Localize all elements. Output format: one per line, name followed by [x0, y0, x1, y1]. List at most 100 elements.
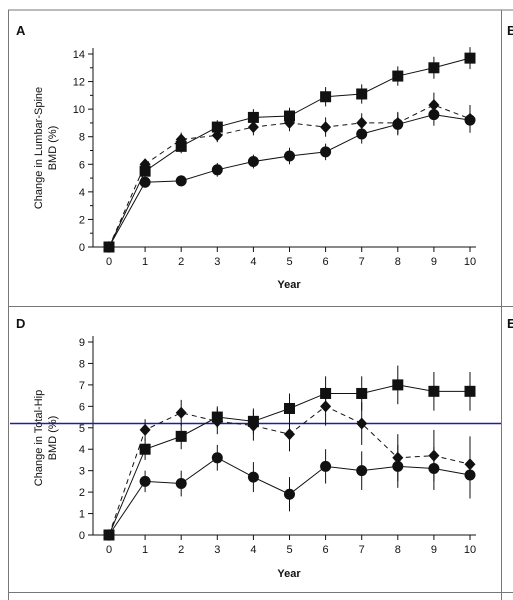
x-tick-label: 4 [250, 544, 256, 556]
x-tick-label: 6 [323, 256, 329, 268]
x-tick-label: 5 [286, 544, 292, 556]
y-tick-label: 8 [79, 358, 85, 370]
marker-circle [211, 452, 223, 464]
marker-circle [175, 478, 187, 490]
x-tick-label: 0 [106, 544, 112, 556]
marker-diamond [320, 121, 332, 134]
panel-a-lumbar-spine: A B Change in Lumbar-Spine BMD (%) 0 2 4 6 8… [16, 23, 513, 291]
marker-circle [356, 465, 368, 477]
y-axis-title-line2: BMD (%) [47, 126, 59, 171]
y-tick-label: 1 [79, 509, 85, 521]
y-axis-title-line1: Change in Total-Hip [33, 390, 45, 486]
y-tick-label: 6 [79, 401, 85, 413]
marker-diamond [139, 158, 151, 171]
marker-circle [247, 471, 259, 483]
marker-diamond [320, 400, 332, 413]
y-tick-label: 3 [79, 466, 85, 478]
marker-square [464, 385, 476, 397]
x-tick-label: 3 [214, 544, 220, 556]
marker-circle [464, 114, 476, 126]
marker-circle [139, 475, 151, 487]
marker-circle [284, 488, 295, 500]
y-tick-label: 4 [79, 187, 85, 199]
marker-square [428, 385, 440, 397]
panel-d-total-hip: D E Change in Total-Hip BMD (%) 0 1 2 3 4 5 6 7… [10, 316, 513, 580]
marker-square [211, 121, 223, 133]
marker-circle [320, 146, 332, 158]
y-tick-label: 12 [73, 77, 85, 89]
x-tick-label: 10 [464, 256, 476, 268]
y-tick-label: 7 [79, 380, 85, 392]
y-tick-label: 2 [79, 214, 85, 226]
marker-circle [139, 176, 151, 188]
marker-square [392, 70, 404, 82]
y-axis-title-line2: BMD (%) [47, 416, 59, 461]
marker-diamond [284, 116, 295, 129]
marker-circle [103, 529, 115, 541]
marker-circle [428, 463, 440, 475]
marker-square [464, 52, 476, 64]
marker-diamond [175, 133, 187, 146]
marker-square [356, 88, 368, 100]
plot-area-d: 0 1 2 3 4 5 6 7 8 9 0 1 2 3 4 5 6 7 8 9 10 [10, 336, 501, 556]
marker-diamond [175, 406, 187, 419]
marker-circle [103, 241, 115, 253]
panel-letter-d: D [16, 316, 25, 331]
y-axis-title-line1: Change in Lumbar-Spine [33, 87, 45, 209]
x-tick-label: 7 [359, 544, 365, 556]
x-tick-label: 8 [395, 544, 401, 556]
panel-letter-e-cut: E [507, 316, 513, 331]
x-tick-label: 8 [395, 256, 401, 268]
marker-diamond [211, 129, 223, 142]
marker-square [247, 111, 259, 123]
x-tick-label: 2 [178, 256, 184, 268]
marker-circle [392, 460, 404, 472]
y-tick-label: 0 [79, 242, 85, 254]
marker-circle [211, 164, 223, 176]
marker-circle [464, 469, 476, 481]
marker-circle [247, 156, 259, 168]
marker-circle [356, 128, 368, 140]
marker-diamond [356, 116, 368, 129]
marker-square [175, 430, 187, 442]
marker-circle [175, 175, 187, 187]
y-tick-label: 5 [79, 423, 85, 435]
x-tick-label: 3 [214, 256, 220, 268]
marker-diamond [139, 423, 151, 436]
x-axis-title: Year [277, 279, 301, 291]
marker-square [392, 379, 404, 391]
x-tick-label: 2 [178, 544, 184, 556]
y-tick-label: 10 [73, 104, 85, 116]
x-tick-label: 1 [142, 256, 148, 268]
y-tick-label: 9 [79, 337, 85, 349]
x-tick-label: 6 [323, 544, 329, 556]
x-tick-label: 1 [142, 544, 148, 556]
y-tick-label: 8 [79, 132, 85, 144]
marker-circle [284, 150, 295, 162]
x-tick-label: 4 [250, 256, 256, 268]
x-axis-title: Year [277, 568, 301, 580]
y-tick-label: 6 [79, 159, 85, 171]
x-tick-label: 9 [431, 256, 437, 268]
marker-square [428, 62, 440, 74]
y-tick-label: 4 [79, 444, 85, 456]
y-tick-label: 14 [73, 49, 85, 61]
marker-diamond [211, 415, 223, 428]
x-tick-label: 0 [106, 256, 112, 268]
marker-diamond [247, 419, 259, 432]
marker-diamond [356, 417, 368, 430]
panel-letter-a: A [16, 23, 26, 38]
y-tick-label: 2 [79, 487, 85, 499]
x-tick-label: 7 [359, 256, 365, 268]
marker-diamond [247, 121, 259, 134]
marker-circle [392, 118, 404, 130]
marker-diamond [284, 428, 295, 441]
marker-square [139, 443, 151, 455]
marker-square [139, 165, 151, 177]
x-tick-label: 5 [286, 256, 292, 268]
marker-square [320, 91, 332, 103]
panel-letter-b-cut: B [507, 23, 513, 38]
marker-square [284, 402, 295, 414]
